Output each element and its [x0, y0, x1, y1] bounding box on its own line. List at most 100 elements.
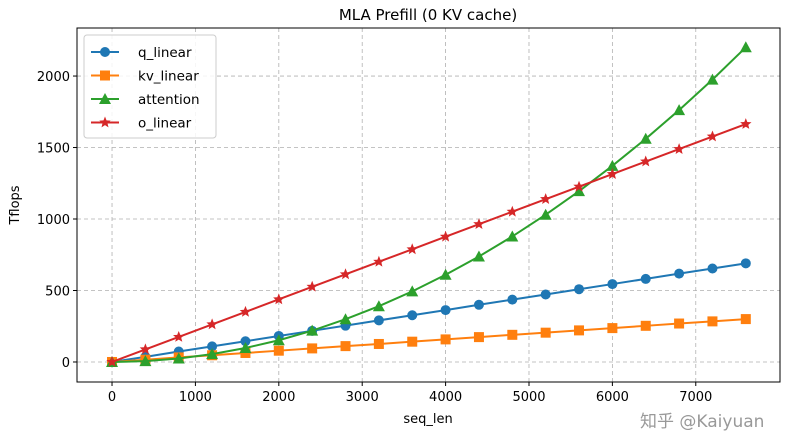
attention-point: [172, 352, 185, 364]
kv_linear-point: [340, 341, 351, 352]
q_linear-line: [111, 262, 746, 363]
q_linear-point: [640, 273, 651, 284]
o_linear-point: [273, 293, 285, 305]
q_linear-point: [740, 258, 751, 269]
kv_linear-point: [507, 329, 518, 340]
attention-point: [272, 334, 285, 346]
legend: q_linear kv_linear attention o_linear: [83, 34, 217, 139]
attention-point: [539, 208, 552, 220]
attention-point: [406, 285, 419, 297]
legend-label: q_linear: [138, 45, 192, 61]
legend-label: o_linear: [138, 116, 192, 132]
x-tick-label: 0: [108, 390, 116, 405]
y-tick-label: 0: [62, 356, 70, 371]
kv_linear-point: [707, 316, 718, 327]
o_linear-point: [740, 118, 752, 129]
legend-marker: [100, 70, 110, 81]
q_linear-point: [207, 341, 218, 352]
kv_linear-point: [407, 336, 418, 347]
o_linear-point: [339, 268, 352, 280]
kv_linear-point: [440, 334, 451, 345]
legend-label: kv_linear: [138, 69, 199, 85]
chart-title: MLA Prefill (0 KV cache): [339, 6, 517, 24]
q_linear-point: [373, 315, 384, 326]
q_linear-point: [240, 336, 251, 347]
o_linear-point: [239, 305, 252, 317]
o_linear-point: [640, 155, 652, 167]
o_linear-point: [406, 243, 418, 255]
o_linear-point: [506, 205, 518, 217]
o_linear-point: [373, 255, 385, 267]
q_linear-point: [507, 294, 518, 305]
attention-point: [239, 341, 252, 353]
series-attention: [106, 41, 752, 367]
kv_linear-point: [307, 343, 318, 354]
attention-point: [439, 268, 452, 280]
y-tick-label: 1000: [37, 213, 70, 228]
attention-point: [573, 185, 586, 197]
kv_linear-point: [607, 323, 618, 334]
o_linear-point: [706, 130, 719, 142]
o_linear-point: [173, 331, 185, 342]
o_linear-point: [573, 180, 585, 192]
o_linear-point: [473, 218, 485, 229]
attention-point: [339, 313, 352, 325]
kv_linear-point: [473, 332, 484, 343]
y-tick-label: 500: [45, 284, 70, 299]
legend-box: [83, 34, 217, 139]
x-tick-label: 7000: [679, 390, 712, 405]
legend-label: attention: [138, 92, 200, 108]
plot-frame: [76, 27, 781, 383]
kv_linear-line: [111, 318, 746, 363]
o_linear-point: [206, 318, 218, 330]
x-tick-label: 3000: [346, 390, 379, 405]
attention-point: [606, 159, 619, 171]
o_linear-point: [439, 230, 452, 242]
q_linear-point: [607, 279, 618, 290]
x-tick-label: 5000: [512, 390, 545, 405]
attention-point: [206, 348, 219, 360]
q_linear-point: [473, 299, 484, 310]
attention-point: [739, 41, 752, 53]
kv_linear-point: [674, 318, 685, 329]
attention-point: [639, 132, 652, 144]
q_linear-point: [440, 305, 451, 316]
q_linear-point: [407, 310, 418, 321]
kv_linear-point: [740, 314, 751, 325]
o_linear-point: [106, 356, 118, 367]
kv_linear-point: [540, 327, 551, 338]
attention-point: [372, 300, 385, 312]
kv_linear-point: [373, 338, 384, 349]
y-tick-label: 2000: [37, 70, 70, 85]
q_linear-point: [674, 268, 685, 279]
o_linear-point: [673, 143, 685, 154]
q_linear-point: [540, 289, 551, 300]
series-o_linear: [106, 118, 752, 367]
attention-point: [306, 324, 319, 336]
o_linear-line: [111, 123, 747, 363]
legend-marker: [99, 93, 111, 104]
q_linear-point: [574, 284, 585, 295]
legend-marker: [100, 47, 110, 57]
attention-point: [706, 73, 719, 85]
kv_linear-point: [574, 325, 585, 336]
o_linear-point: [139, 343, 152, 355]
watermark: 知乎 @Kaiyuan: [640, 412, 764, 431]
x-axis-label: seq_len: [403, 412, 452, 427]
attention-point: [139, 355, 152, 367]
attention-point: [673, 104, 686, 116]
series-q_linear: [107, 258, 751, 367]
kv_linear-point: [273, 345, 284, 356]
attention-point: [506, 230, 519, 242]
kv_linear-point: [640, 320, 651, 331]
kv_linear-point: [240, 347, 251, 358]
x-tick-label: 6000: [596, 390, 629, 405]
x-tick-label: 2000: [262, 390, 295, 405]
legend-marker: [99, 116, 111, 128]
y-tick-label: 1500: [37, 142, 70, 157]
x-tick-label: 1000: [179, 390, 212, 405]
series-kv_linear: [107, 314, 751, 367]
x-tick-label: 4000: [429, 390, 462, 405]
q_linear-point: [707, 263, 718, 274]
